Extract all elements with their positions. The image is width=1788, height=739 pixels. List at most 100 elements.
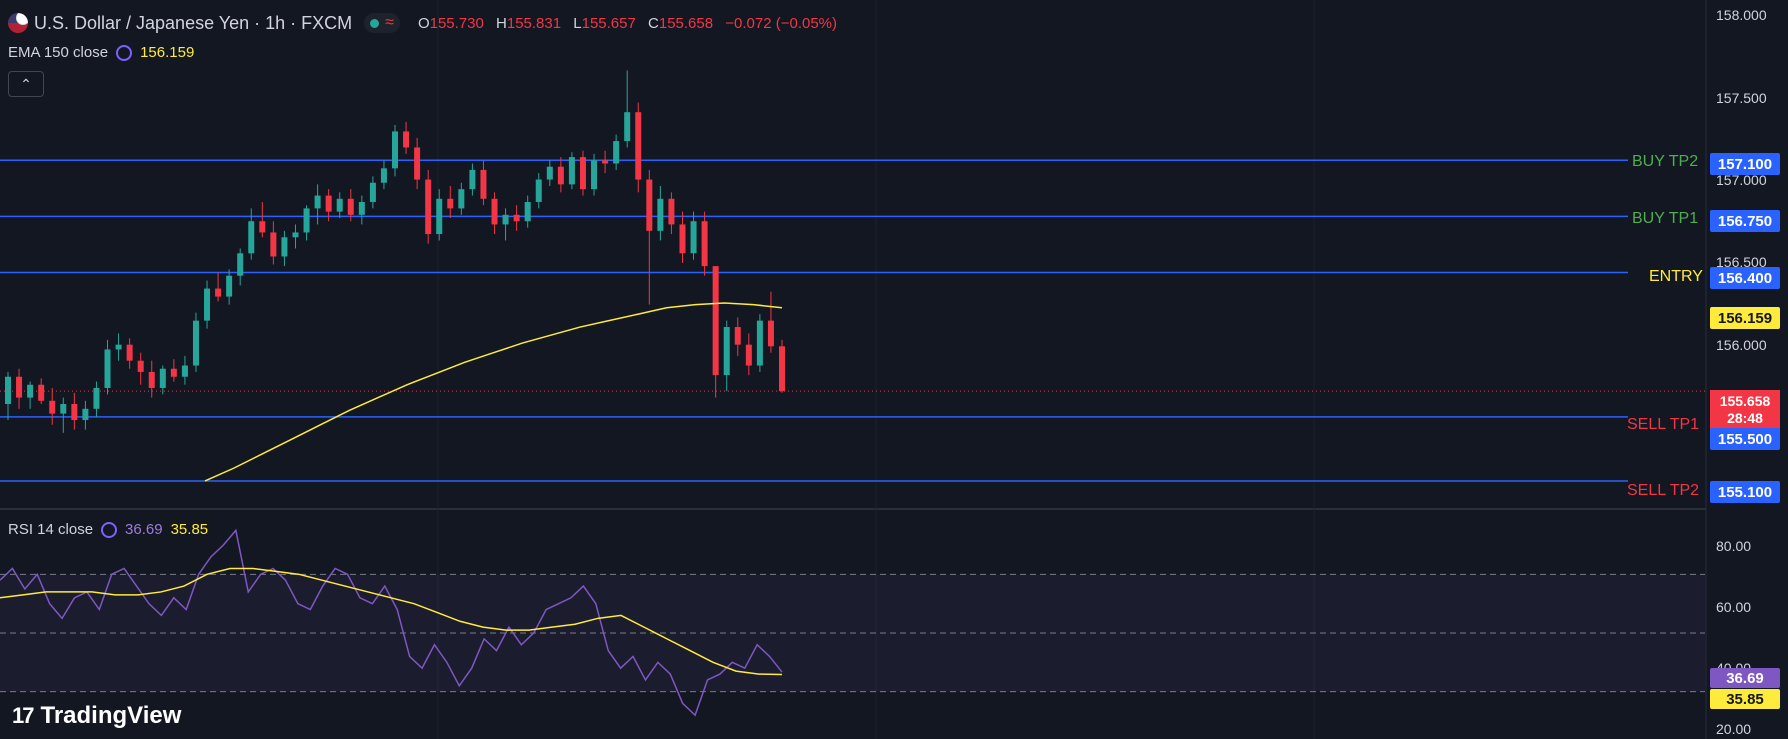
candle-body (480, 169, 487, 199)
axis-label-price: 157.500 (1716, 90, 1767, 106)
candle-body (181, 365, 188, 377)
market-open-dot-icon (370, 18, 380, 28)
price-tag-sell-tp1: 155.500 (1710, 428, 1780, 450)
candle-body (215, 288, 222, 297)
rsi-value-tag: 36.69 (1710, 668, 1780, 688)
last-price-value: 155.658 (1719, 393, 1771, 409)
candle-body (5, 376, 11, 404)
candle-body (690, 221, 697, 254)
candle-body (93, 387, 100, 409)
price-tag-entry: 156.400 (1710, 267, 1780, 289)
rsi-ma-tag: 35.85 (1710, 689, 1780, 709)
rsi-settings-icon[interactable] (101, 521, 118, 538)
candle-body (115, 344, 122, 350)
candle-body (767, 320, 774, 347)
axis-label-price: 158.000 (1716, 7, 1767, 23)
candle-body (16, 376, 23, 398)
candle-body (591, 160, 598, 190)
candle-body (170, 368, 177, 377)
axis-label-price: 156.500 (1716, 254, 1767, 270)
candle-body (657, 198, 664, 231)
candle-body (204, 288, 211, 321)
candle-body (635, 112, 642, 180)
market-status-pill[interactable]: ≈ (364, 13, 400, 33)
ohlc-values: O155.730 H155.831 L155.657 C155.658 −0.0… (417, 14, 838, 32)
ema-label: EMA 150 close (8, 44, 109, 61)
level-label-entry: ENTRY (1649, 268, 1703, 285)
candle-body (679, 224, 686, 254)
candle-body (82, 408, 89, 421)
candle-body (303, 208, 310, 233)
rsi-legend[interactable]: RSI 14 close 36.69 35.85 (8, 521, 208, 538)
candle-body (779, 346, 785, 392)
tradingview-logo[interactable]: 17 TradingView (12, 702, 181, 730)
tradingview-mark-icon: 17 (12, 703, 35, 728)
candle-body (27, 384, 34, 398)
us-flag-icon (8, 13, 28, 33)
candle-body (425, 179, 432, 235)
candle-body (347, 198, 354, 215)
candle-body (568, 157, 575, 185)
symbol-title[interactable]: U.S. Dollar / Japanese Yen · 1h · FXCM (34, 12, 353, 33)
candle-body (414, 147, 421, 180)
candle-body (314, 195, 321, 209)
candle-body (259, 221, 266, 233)
candle-body (71, 403, 78, 421)
candle-body (325, 195, 332, 212)
candle-body (248, 221, 255, 254)
candle-body (403, 131, 410, 148)
candle-body (137, 360, 144, 372)
candle-body (535, 179, 542, 202)
candle-body (668, 198, 675, 225)
indicator-settings-icon[interactable] (116, 44, 133, 61)
collapse-legend-button[interactable]: ⌃ (8, 71, 44, 97)
candle-body (723, 327, 730, 376)
axis-label-price: 156.000 (1716, 337, 1767, 353)
candle-body (701, 221, 708, 267)
candle-body (491, 198, 498, 225)
ema-legend[interactable]: EMA 150 close 156.159 (8, 44, 194, 61)
candle-body (104, 349, 111, 388)
candle-body (358, 201, 365, 215)
candle-body (159, 368, 166, 388)
candle-body (602, 160, 609, 164)
candle-body (513, 214, 520, 222)
candle-body (192, 320, 199, 366)
axis-label-price: 157.000 (1716, 172, 1767, 188)
ema-line (204, 302, 783, 482)
candle-body (469, 169, 476, 190)
level-label-buy-tp1: BUY TP1 (1632, 210, 1699, 227)
rsi-ma-value: 35.85 (170, 521, 209, 538)
candle-body (712, 266, 719, 376)
price-tag-ema: 156.159 (1710, 307, 1780, 329)
candle-body (369, 182, 376, 202)
rsi-axis-label: 20.00 (1716, 721, 1752, 737)
rsi-axis-label: 60.00 (1716, 599, 1752, 615)
rsi-axis-label: 80.00 (1716, 538, 1752, 554)
candle-body (458, 189, 465, 209)
candle-body (557, 166, 564, 185)
rsi-label: RSI 14 close (8, 521, 94, 538)
candle-body (60, 403, 67, 414)
symbol-header[interactable]: U.S. Dollar / Japanese Yen · 1h · FXCM ≈… (8, 10, 837, 36)
candle-body (292, 232, 299, 238)
level-label-buy-tp2: BUY TP2 (1632, 153, 1699, 170)
level-label-sell-tp1: SELL TP1 (1627, 416, 1700, 433)
chevron-up-icon: ⌃ (20, 75, 32, 92)
candle-body (392, 131, 398, 169)
candle-body (546, 166, 553, 180)
candle-body (336, 198, 343, 212)
candle-body (38, 384, 45, 401)
candle-body (579, 157, 586, 190)
price-tag-buy-tp1: 156.750 (1710, 210, 1780, 232)
rsi-value: 36.69 (125, 521, 163, 538)
candle-body (624, 112, 631, 142)
candle-body (126, 344, 133, 361)
tradingview-wordmark: TradingView (40, 702, 182, 729)
price-tag-buy-tp2: 157.100 (1710, 153, 1780, 175)
ema-value: 156.159 (140, 44, 195, 61)
candle-body (148, 371, 155, 388)
candle-body (646, 179, 653, 231)
